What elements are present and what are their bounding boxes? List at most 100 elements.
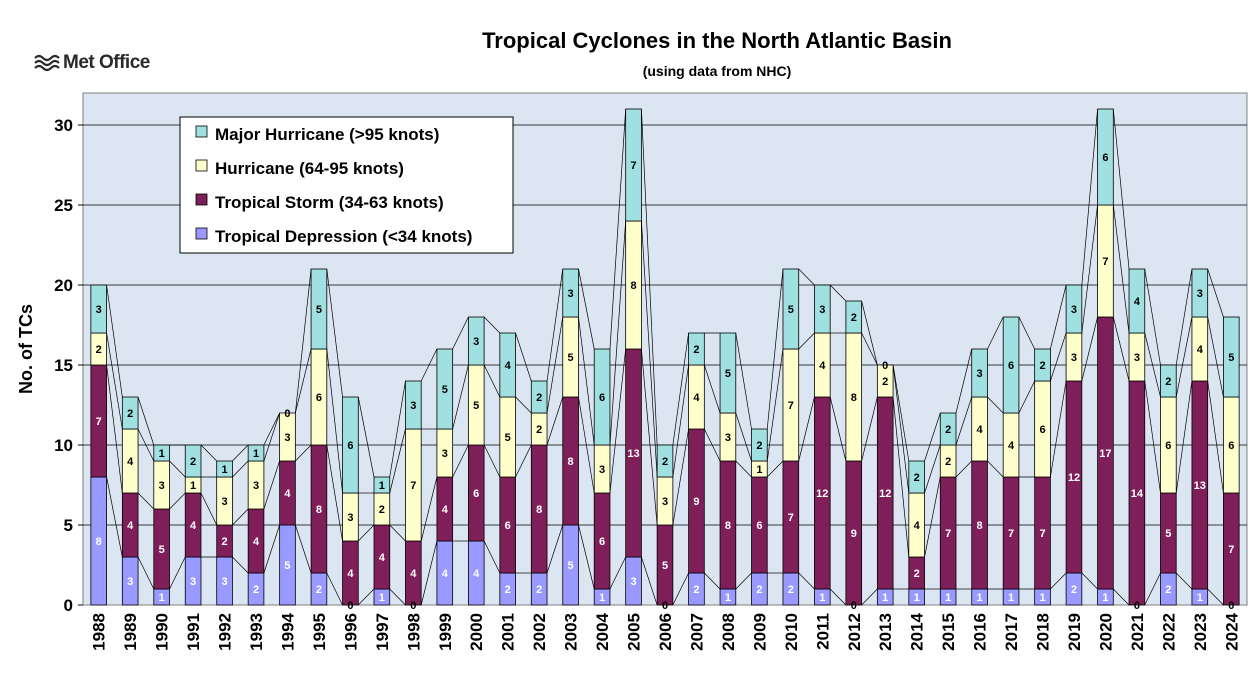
bar-segment-hurricane: [876, 364, 894, 398]
series-connector: [137, 556, 155, 590]
series-connector: [1050, 284, 1067, 350]
legend-swatch-major-hurricane: [195, 125, 208, 138]
data-label: 5: [1165, 528, 1171, 540]
series-connector: [735, 460, 752, 478]
series-connector: [704, 572, 721, 590]
data-label: 1: [1102, 592, 1108, 604]
data-label: 4: [347, 568, 354, 580]
data-label: 2: [914, 568, 920, 580]
bar-segment-major-hurricane: [1160, 364, 1177, 398]
series-connector: [703, 364, 721, 414]
data-label: 3: [159, 480, 165, 492]
data-label: 5: [473, 400, 479, 412]
data-label: 3: [1071, 304, 1077, 316]
data-label: 3: [725, 432, 731, 444]
series-connector: [987, 316, 1004, 350]
series-connector: [326, 572, 343, 606]
data-label: 3: [1071, 352, 1077, 364]
x-tick-label: 2000: [467, 613, 486, 651]
series-connector: [1207, 588, 1224, 606]
x-tick-label: 2022: [1159, 613, 1178, 651]
x-tick-label: 2003: [562, 613, 581, 651]
data-label: 4: [914, 520, 921, 532]
data-label: 1: [599, 592, 605, 604]
data-label: 12: [1068, 472, 1080, 484]
series-connector: [137, 428, 155, 462]
data-label: 4: [127, 520, 134, 532]
x-tick-label: 2017: [1002, 613, 1021, 651]
logo-text: Met Office: [63, 52, 150, 73]
data-label: 5: [159, 544, 165, 556]
series-connector: [829, 588, 847, 606]
data-label: 5: [1228, 352, 1234, 364]
x-tick-label: 2016: [971, 613, 990, 651]
data-label: 7: [1039, 528, 1045, 540]
y-tick-label: 10: [54, 436, 73, 455]
series-connector: [546, 524, 564, 574]
bar-segment-major-hurricane: [499, 332, 516, 398]
data-label: 6: [599, 536, 605, 548]
bar-segment-major-hurricane: [719, 332, 737, 414]
series-connector: [578, 524, 595, 590]
series-connector: [263, 460, 280, 510]
data-label: 6: [347, 440, 353, 452]
data-label: 2: [379, 504, 385, 516]
data-label: 0: [1134, 600, 1140, 612]
x-tick-label: 1999: [436, 613, 455, 651]
x-tick-label: 1996: [341, 613, 360, 651]
x-axis-ticks: 1988 1989 1990 1991 1992 1993 1994 1995 1996 1997…: [90, 612, 1242, 650]
x-tick-label: 1998: [404, 613, 423, 651]
data-label: 1: [1008, 592, 1014, 604]
data-label: 3: [977, 368, 983, 380]
data-label: 2: [693, 344, 699, 356]
data-label: 2: [1071, 584, 1077, 596]
series-connector: [263, 524, 280, 574]
data-label: 2: [1039, 360, 1045, 372]
data-label: 3: [222, 496, 228, 508]
data-label: 3: [662, 496, 668, 508]
series-connector: [1207, 268, 1224, 318]
data-label: 8: [96, 536, 102, 548]
x-tick-label: 2010: [782, 613, 801, 651]
series-connector: [1175, 380, 1193, 494]
series-connector: [106, 332, 123, 430]
series-connector: [798, 572, 815, 590]
data-label: 2: [1165, 584, 1171, 596]
met-office-logo: Met Office: [34, 52, 150, 73]
series-connector: [200, 492, 218, 526]
bar-segment-major-hurricane: [1128, 268, 1146, 334]
data-label: 3: [630, 576, 636, 588]
bar-segment-major-hurricane: [908, 460, 925, 494]
legend-box: [179, 116, 514, 254]
data-label: 1: [379, 480, 385, 492]
bar-segment-major-hurricane: [656, 444, 674, 478]
x-tick-label: 1993: [247, 613, 266, 651]
data-label: 3: [127, 576, 133, 588]
series-connector: [578, 268, 595, 350]
series-connector: [987, 396, 1004, 414]
data-label: 7: [945, 528, 951, 540]
data-label: 1: [977, 592, 983, 604]
series-connector: [169, 556, 186, 590]
data-label: 8: [725, 520, 731, 532]
segment-labels: 8723344215313412323124315430286504361421…: [96, 152, 1235, 612]
data-label: 5: [316, 304, 322, 316]
data-label: 2: [316, 584, 322, 596]
data-label: 1: [725, 592, 731, 604]
series-connector: [609, 108, 627, 350]
data-label: 6: [1165, 440, 1171, 452]
series-connector: [766, 460, 784, 478]
data-label: 8: [536, 504, 542, 516]
series-connector: [735, 332, 752, 430]
data-label: 7: [410, 480, 416, 492]
series-connector: [798, 396, 815, 462]
data-label: 4: [127, 456, 134, 468]
chart-title: Tropical Cyclones in the North Atlantic …: [482, 28, 952, 53]
series-connector: [169, 460, 186, 478]
data-label: 5: [568, 560, 574, 572]
series-connector: [798, 268, 815, 286]
legend-label-major-hurricane: Major Hurricane (>95 knots): [215, 125, 439, 144]
data-label: 5: [725, 368, 731, 380]
data-label: 0: [410, 600, 416, 612]
bar-segment-major-hurricane: [562, 268, 579, 318]
